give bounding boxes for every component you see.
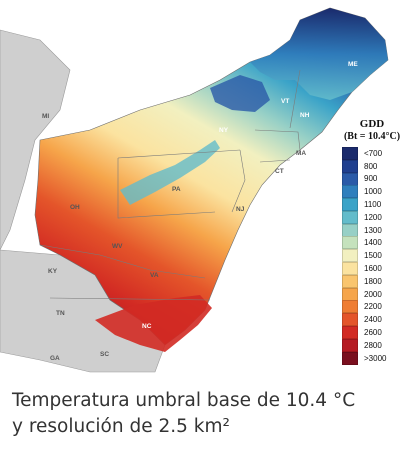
state-label-vt: VT <box>281 98 289 105</box>
legend-item: 2000 <box>332 287 412 301</box>
legend-label: 2800 <box>364 340 382 350</box>
legend-item: 1300 <box>332 223 412 237</box>
legend-subtitle: (Bt = 10.4°C) <box>343 131 401 142</box>
legend-label: 900 <box>364 174 378 184</box>
map-caption: Temperatura umbral base de 10.4 °C y res… <box>12 388 412 440</box>
legend-label: 1100 <box>364 200 382 210</box>
state-label-ct: CT <box>275 168 284 175</box>
legend-swatch <box>342 313 358 327</box>
state-label-ma: MA <box>296 150 306 157</box>
state-label-nh: NH <box>300 112 310 119</box>
state-label-mi: MI <box>42 113 49 120</box>
state-label-wv: WV <box>112 243 123 250</box>
adirondack-zone <box>210 75 270 112</box>
legend-swatch <box>342 172 358 186</box>
carolina-hot-zone <box>95 295 212 352</box>
surrounding-land <box>0 29 71 251</box>
legend-swatch <box>342 223 358 237</box>
legend-item: 1600 <box>332 262 412 276</box>
legend-item: <700 <box>332 146 412 160</box>
legend-label: 1500 <box>364 251 382 261</box>
state-label-me: ME <box>348 61 358 68</box>
state-boundaries <box>39 69 301 301</box>
legend-item: 2800 <box>332 338 412 352</box>
legend-item: 1200 <box>332 210 412 224</box>
legend-swatch <box>342 236 358 250</box>
legend-swatch <box>342 351 358 365</box>
legend-swatch <box>342 185 358 199</box>
state-label-nc: NC <box>142 323 152 330</box>
legend-label: 2600 <box>364 328 382 338</box>
state-label-oh: OH <box>70 204 80 211</box>
legend-item: 900 <box>332 172 412 186</box>
legend-item: >3000 <box>332 351 412 365</box>
legend-swatch <box>342 300 358 314</box>
gdd-map: ME VT NH MA CT NY MI OH PA NJ WV VA KY T… <box>0 7 389 373</box>
legend-swatch <box>342 287 358 301</box>
state-label-va: VA <box>150 272 159 279</box>
legend-label: <700 <box>364 148 383 158</box>
legend-label: 2200 <box>364 302 382 312</box>
legend-swatch <box>342 326 358 340</box>
legend-swatch <box>342 262 358 276</box>
state-label-ga: GA <box>50 355 60 362</box>
legend-swatch <box>342 274 358 288</box>
map-svg: ME VT NH MA CT NY MI OH PA NJ WV VA KY T… <box>0 7 389 373</box>
legend-label: 2400 <box>364 315 382 325</box>
appalachian-ridge <box>120 140 220 205</box>
state-label-ny: NY <box>219 127 229 134</box>
state-label-tn: TN <box>56 310 65 317</box>
legend-rows: <700 800 900 1000 1100 1200 1300 1400 1500 1600 18… <box>332 146 412 365</box>
legend-item: 1000 <box>332 185 412 199</box>
legend-swatch <box>342 198 358 212</box>
legend-label: 1300 <box>364 225 382 235</box>
legend-swatch <box>342 249 358 263</box>
legend-item: 2600 <box>332 326 412 340</box>
legend-label: 1600 <box>364 264 382 274</box>
legend-label: 1800 <box>364 276 382 286</box>
state-labels: ME VT NH MA CT NY MI OH PA NJ WV VA KY T… <box>42 61 358 362</box>
legend-item: 800 <box>332 159 412 173</box>
legend-swatch <box>342 159 358 173</box>
legend-label: 1400 <box>364 238 382 248</box>
caption-line-2: y resolución de 2.5 km² <box>12 416 230 437</box>
state-label-ky: KY <box>48 268 58 275</box>
gdd-legend: GDD (Bt = 10.4°C) <700 800 900 1000 1100 1200… <box>332 118 412 365</box>
legend-item: 1100 <box>332 198 412 212</box>
state-label-pa: PA <box>172 186 181 193</box>
legend-item: 1800 <box>332 274 412 288</box>
northern-cool-zone <box>250 8 388 100</box>
legend-item: 2400 <box>332 313 412 327</box>
legend-label: 1200 <box>364 212 382 222</box>
legend-swatch <box>342 146 358 160</box>
legend-swatch <box>342 338 358 352</box>
state-label-sc: SC <box>100 351 109 358</box>
legend-item: 1400 <box>332 236 412 250</box>
legend-label: 800 <box>364 161 378 171</box>
legend-label: 1000 <box>364 187 382 197</box>
legend-swatch <box>342 210 358 224</box>
state-label-nj: NJ <box>236 206 245 213</box>
legend-label: 2000 <box>364 289 382 299</box>
caption-line-1: Temperatura umbral base de 10.4 °C <box>12 390 356 411</box>
legend-label: >3000 <box>364 353 387 363</box>
legend-title: GDD <box>359 118 385 130</box>
legend-item: 2200 <box>332 300 412 314</box>
legend-item: 1500 <box>332 249 412 263</box>
